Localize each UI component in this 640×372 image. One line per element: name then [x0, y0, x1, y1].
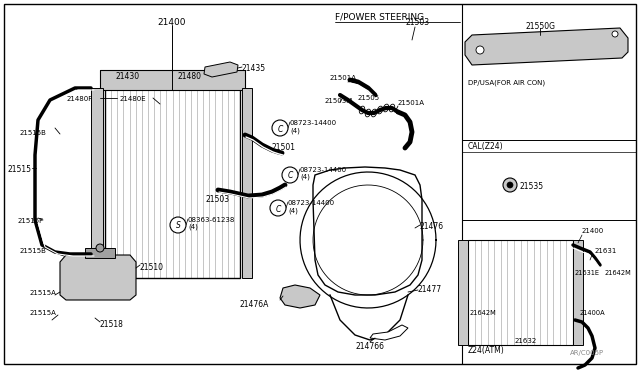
- Text: 21631E: 21631E: [575, 270, 600, 276]
- Text: 214766: 214766: [355, 342, 384, 351]
- Circle shape: [272, 120, 288, 136]
- Bar: [242, 88, 252, 278]
- Text: 21435: 21435: [242, 64, 266, 73]
- Text: 21501: 21501: [272, 143, 296, 152]
- Polygon shape: [204, 62, 238, 77]
- Circle shape: [96, 244, 104, 252]
- Bar: [468, 240, 573, 345]
- Text: 21501A: 21501A: [330, 75, 357, 81]
- Text: 21642M: 21642M: [470, 310, 497, 316]
- Polygon shape: [465, 28, 628, 65]
- Text: 08363-61238
(4): 08363-61238 (4): [188, 217, 236, 231]
- Text: 21515B: 21515B: [20, 130, 47, 136]
- Ellipse shape: [383, 104, 388, 112]
- Ellipse shape: [371, 109, 377, 117]
- Text: 21503: 21503: [405, 18, 429, 27]
- Text: 21480E: 21480E: [120, 96, 147, 102]
- Text: 21400: 21400: [157, 18, 186, 27]
- Text: 21642M: 21642M: [605, 270, 632, 276]
- Text: 21515B: 21515B: [20, 248, 47, 254]
- Text: C: C: [287, 171, 292, 180]
- Text: S: S: [175, 221, 180, 231]
- Text: 21550G: 21550G: [525, 22, 555, 31]
- Polygon shape: [370, 325, 408, 340]
- Text: 21477: 21477: [418, 285, 442, 294]
- Text: 21631: 21631: [595, 248, 618, 254]
- Text: 21480: 21480: [177, 72, 201, 81]
- Text: 21503: 21503: [205, 195, 229, 204]
- Text: 21476: 21476: [420, 222, 444, 231]
- Text: 21400A: 21400A: [580, 310, 605, 316]
- Circle shape: [282, 167, 298, 183]
- Text: 21515A: 21515A: [30, 290, 57, 296]
- Text: 21480F: 21480F: [67, 96, 93, 102]
- Bar: [85, 248, 115, 258]
- Polygon shape: [60, 255, 136, 300]
- Circle shape: [270, 200, 286, 216]
- Text: 08723-14400
(4): 08723-14400 (4): [300, 167, 347, 180]
- Polygon shape: [313, 167, 422, 295]
- Ellipse shape: [365, 109, 371, 117]
- Text: 21510: 21510: [140, 263, 164, 272]
- Bar: [91, 88, 103, 278]
- Text: 21476A: 21476A: [240, 300, 269, 309]
- Circle shape: [507, 182, 513, 188]
- Text: 21515F: 21515F: [18, 218, 44, 224]
- Bar: [573, 240, 583, 345]
- Text: 21505: 21505: [358, 95, 380, 101]
- Text: DP/USA(FOR AIR CON): DP/USA(FOR AIR CON): [468, 80, 545, 87]
- Text: 08723-14400
(4): 08723-14400 (4): [288, 200, 335, 214]
- Text: 21400: 21400: [582, 228, 604, 234]
- Ellipse shape: [389, 104, 395, 112]
- Text: 21515: 21515: [8, 165, 32, 174]
- Text: 21535: 21535: [520, 182, 544, 191]
- Text: C: C: [275, 205, 281, 214]
- Circle shape: [170, 217, 186, 233]
- Text: 21501A: 21501A: [398, 100, 425, 106]
- Text: C: C: [277, 125, 283, 134]
- Text: 08723-14400
(4): 08723-14400 (4): [290, 120, 337, 134]
- Text: F/POWER STEERING: F/POWER STEERING: [335, 12, 424, 21]
- Text: 21518: 21518: [100, 320, 124, 329]
- Text: CAL(Z24): CAL(Z24): [468, 142, 504, 151]
- Circle shape: [612, 31, 618, 37]
- Text: Z24(ATM): Z24(ATM): [468, 346, 505, 355]
- Circle shape: [476, 46, 484, 54]
- Text: AR/C005P: AR/C005P: [570, 350, 604, 356]
- Ellipse shape: [378, 106, 383, 114]
- Text: 21430: 21430: [115, 72, 139, 81]
- Bar: [100, 70, 245, 90]
- Bar: [105, 88, 240, 278]
- Text: 21503M: 21503M: [325, 98, 353, 104]
- Circle shape: [503, 178, 517, 192]
- Ellipse shape: [359, 106, 365, 114]
- Polygon shape: [280, 285, 320, 308]
- Bar: [458, 240, 468, 345]
- Text: 21515A: 21515A: [30, 310, 57, 316]
- Text: 21632: 21632: [515, 338, 537, 344]
